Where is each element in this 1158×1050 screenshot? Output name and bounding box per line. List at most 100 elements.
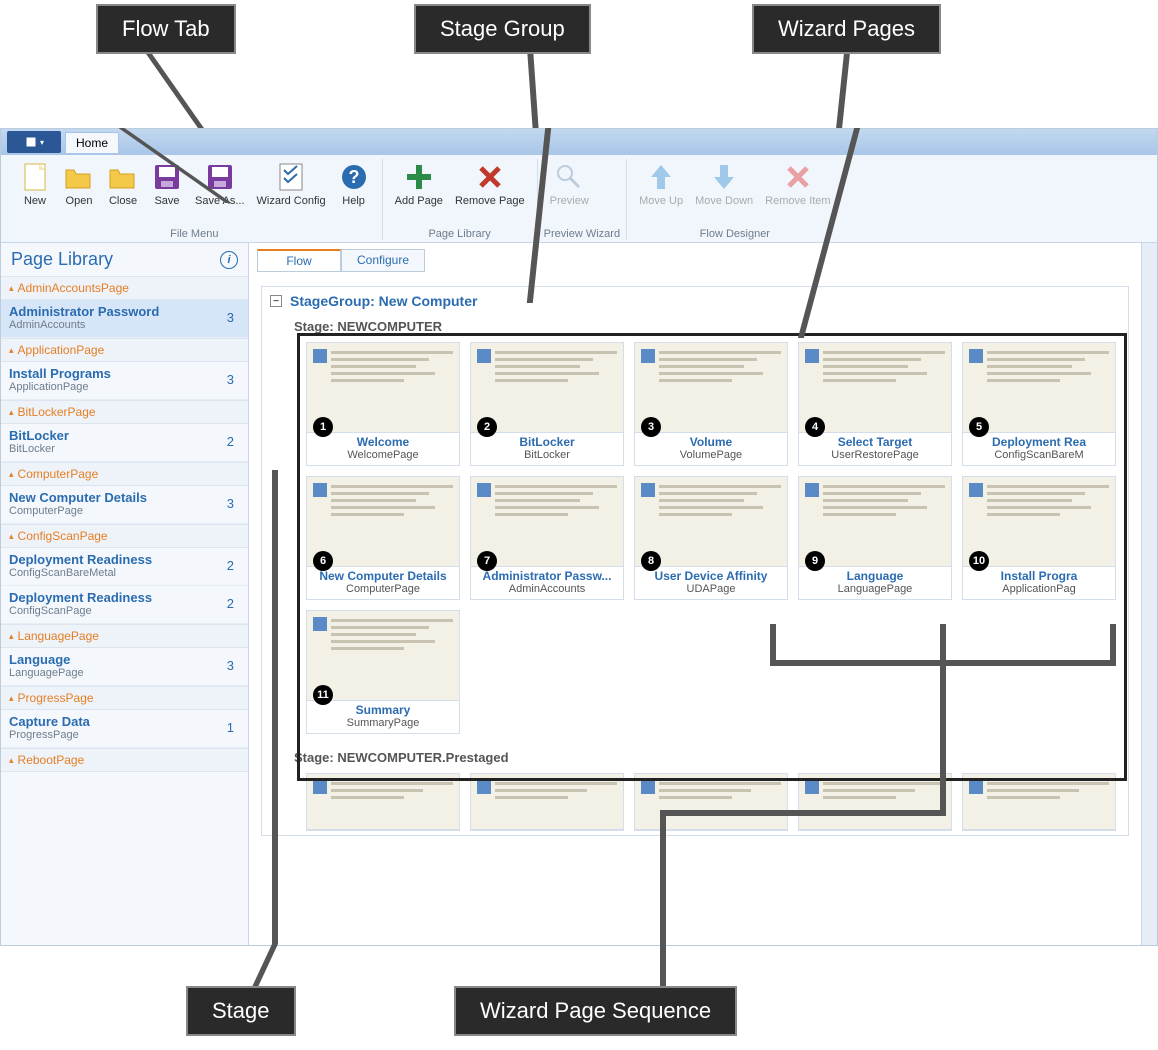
save-as-button[interactable]: Save As... [189, 159, 251, 226]
wizard-card-sub: BitLocker [471, 449, 623, 465]
wizard-card[interactable] [470, 773, 624, 831]
svg-text:?: ? [348, 167, 359, 187]
wizard-card[interactable]: 7Administrator Passw...AdminAccounts [470, 476, 624, 600]
wizard-card-title: Welcome [307, 433, 459, 449]
wizard-card-sub: UDAPage [635, 583, 787, 599]
wizard-card-title: Select Target [799, 433, 951, 449]
connector [940, 624, 946, 664]
ribbon: New Open Close Save Save As... [1, 155, 1157, 243]
wizard-card[interactable] [962, 773, 1116, 831]
callout-stage: Stage [186, 986, 296, 1036]
wizard-thumbnail [635, 774, 787, 830]
wizard-number-badge: 8 [641, 551, 661, 571]
wizard-card-sub: ApplicationPag [963, 583, 1115, 599]
callout-wizard-seq: Wizard Page Sequence [454, 986, 737, 1036]
library-category[interactable]: ApplicationPage [1, 338, 248, 362]
library-item[interactable]: Deployment ReadinessConfigScanBareMetal2 [1, 548, 248, 586]
library-item-title: Capture Data [9, 714, 227, 729]
connector [272, 470, 278, 944]
ribbon-group-label: Page Library [389, 226, 531, 240]
library-item[interactable]: Administrator PasswordAdminAccounts3 [1, 300, 248, 338]
library-category[interactable]: AdminAccountsPage [1, 276, 248, 300]
help-icon: ? [338, 161, 370, 193]
sidebar: Page Library i AdminAccountsPageAdminist… [1, 243, 249, 945]
library-category[interactable]: ComputerPage [1, 462, 248, 486]
wizard-card[interactable] [634, 773, 788, 831]
remove-item-button[interactable]: Remove Item [759, 159, 836, 226]
wizard-card[interactable]: 4Select TargetUserRestorePage [798, 342, 952, 466]
library-item-title: Install Programs [9, 366, 227, 381]
library-item[interactable]: LanguageLanguagePage3 [1, 648, 248, 686]
library-list[interactable]: AdminAccountsPageAdministrator PasswordA… [1, 276, 248, 945]
connector [660, 810, 666, 986]
library-category[interactable]: LanguagePage [1, 624, 248, 648]
library-item-title: Deployment Readiness [9, 552, 227, 567]
library-item-title: Deployment Readiness [9, 590, 227, 605]
wizard-card[interactable]: 9LanguageLanguagePage [798, 476, 952, 600]
close-icon [107, 161, 139, 193]
wizard-card[interactable]: 11SummarySummaryPage [306, 610, 460, 734]
remove-page-button[interactable]: Remove Page [449, 159, 531, 226]
stage-group-header[interactable]: − StageGroup: New Computer [262, 287, 1128, 315]
wizard-card[interactable]: 3VolumeVolumePage [634, 342, 788, 466]
wizard-card[interactable]: 10Install PrograApplicationPag [962, 476, 1116, 600]
wizard-config-button[interactable]: Wizard Config [251, 159, 332, 226]
library-item-sub: ApplicationPage [9, 381, 227, 393]
wizard-card[interactable]: 5Deployment ReaConfigScanBareM [962, 342, 1116, 466]
arrow-down-icon [708, 161, 740, 193]
wizard-card-title: Language [799, 567, 951, 583]
remove-item-icon [782, 161, 814, 193]
wizard-card-title: BitLocker [471, 433, 623, 449]
library-category[interactable]: RebootPage [1, 748, 248, 772]
library-item-count: 2 [227, 552, 240, 573]
callout-stage-group: Stage Group [414, 4, 591, 54]
library-item-title: New Computer Details [9, 490, 227, 505]
connector [770, 624, 776, 664]
library-item-count: 3 [227, 652, 240, 673]
tab-flow[interactable]: Flow [257, 249, 341, 272]
wizard-card[interactable]: 1WelcomeWelcomePage [306, 342, 460, 466]
preview-button[interactable]: Preview [544, 159, 595, 226]
help-button[interactable]: ? Help [332, 159, 376, 226]
close-button[interactable]: Close [101, 159, 145, 226]
library-category[interactable]: BitLockerPage [1, 400, 248, 424]
info-icon[interactable]: i [220, 251, 238, 269]
wizard-card-title: Administrator Passw... [471, 567, 623, 583]
new-button[interactable]: New [13, 159, 57, 226]
open-button[interactable]: Open [57, 159, 101, 226]
library-item[interactable]: New Computer DetailsComputerPage3 [1, 486, 248, 524]
library-item-count: 1 [227, 714, 240, 735]
wizard-card-sub: WelcomePage [307, 449, 459, 465]
wizard-card[interactable] [798, 773, 952, 831]
tab-configure[interactable]: Configure [341, 249, 425, 272]
app-window: ▾ Home New Open Close Sav [0, 128, 1158, 946]
connector [252, 944, 278, 986]
move-down-button[interactable]: Move Down [689, 159, 759, 226]
wizard-number-badge: 1 [313, 417, 333, 437]
library-item[interactable]: Capture DataProgressPage1 [1, 710, 248, 748]
library-item-count: 3 [227, 490, 240, 511]
wizard-number-badge: 2 [477, 417, 497, 437]
wizard-card[interactable]: 8User Device AffinityUDAPage [634, 476, 788, 600]
move-up-button[interactable]: Move Up [633, 159, 689, 226]
library-item-title: Language [9, 652, 227, 667]
library-item[interactable]: Install ProgramsApplicationPage3 [1, 362, 248, 400]
add-icon [403, 161, 435, 193]
file-menu-button[interactable]: ▾ [7, 131, 61, 153]
library-item-count: 2 [227, 590, 240, 611]
add-page-button[interactable]: Add Page [389, 159, 449, 226]
wizard-card-title: Volume [635, 433, 787, 449]
library-item[interactable]: Deployment ReadinessConfigScanPage2 [1, 586, 248, 624]
wizard-card[interactable]: 2BitLockerBitLocker [470, 342, 624, 466]
collapse-icon[interactable]: − [270, 295, 282, 307]
library-category[interactable]: ProgressPage [1, 686, 248, 710]
wizard-card[interactable]: 6New Computer DetailsComputerPage [306, 476, 460, 600]
sidebar-title: Page Library i [1, 243, 248, 276]
scrollbar[interactable] [1141, 243, 1157, 945]
library-category[interactable]: ConfigScanPage [1, 524, 248, 548]
tab-home[interactable]: Home [65, 132, 119, 153]
wizard-card[interactable] [306, 773, 460, 831]
new-icon [19, 161, 51, 193]
wizard-card-sub: LanguagePage [799, 583, 951, 599]
library-item[interactable]: BitLockerBitLocker2 [1, 424, 248, 462]
